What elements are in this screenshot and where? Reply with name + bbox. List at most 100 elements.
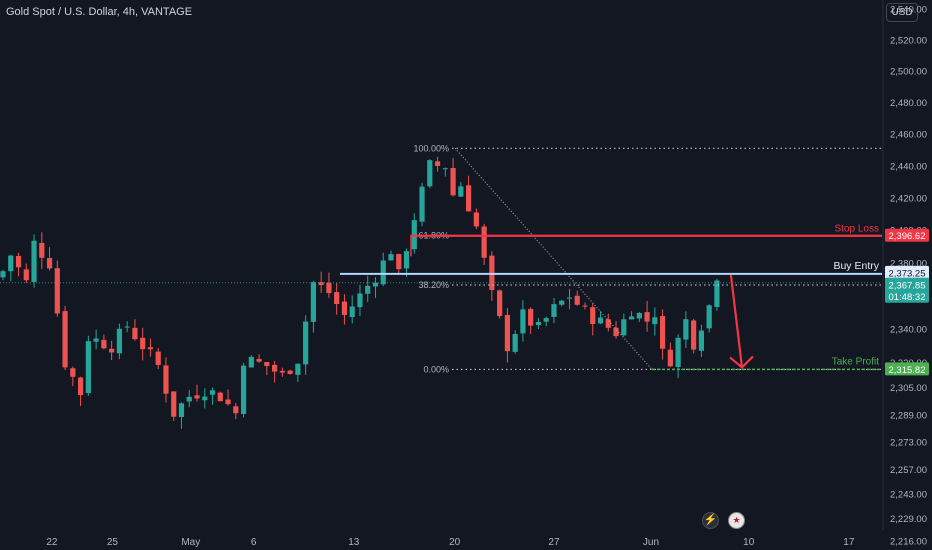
y-tick-label: 2,216.00 — [890, 537, 927, 548]
candle-body — [209, 390, 216, 395]
candle — [147, 338, 154, 357]
candle — [233, 403, 239, 420]
currency-button[interactable]: USD — [886, 3, 918, 22]
candle-body — [93, 338, 99, 342]
candle — [427, 159, 433, 189]
candle-body — [660, 316, 666, 349]
candle — [303, 315, 309, 376]
candle-body — [8, 255, 14, 272]
candle — [473, 208, 479, 230]
y-tick-label: 2,305.00 — [890, 383, 927, 394]
candle — [171, 391, 177, 422]
candle-body — [178, 403, 185, 418]
fib-trend-line — [454, 147, 653, 370]
current-price-tag-bg — [885, 277, 929, 303]
candle-body — [147, 347, 154, 350]
candle — [101, 334, 107, 350]
candle — [419, 182, 425, 227]
stop-loss-price-tag-bg — [885, 228, 929, 242]
candle — [334, 282, 340, 315]
candle-body — [163, 365, 169, 394]
buy-entry-price-tag-text: 2,373.25 — [889, 268, 926, 279]
candle — [590, 303, 596, 336]
candle — [264, 361, 270, 376]
candle — [466, 175, 472, 212]
y-tick-label: 2,460.00 — [890, 129, 927, 140]
x-tick-label: 27 — [548, 537, 560, 548]
candle — [186, 389, 192, 408]
candle — [163, 357, 169, 403]
candle-body — [411, 220, 417, 250]
candle-body — [520, 309, 526, 334]
y-tick-label: 2,520.00 — [890, 36, 927, 47]
x-tick-label: 13 — [348, 537, 360, 548]
y-tick-label: 2,420.00 — [890, 193, 927, 204]
candle-body — [427, 160, 433, 187]
candle-body — [116, 328, 122, 354]
candle — [636, 311, 642, 323]
candle-body — [473, 212, 479, 227]
candle-body — [303, 321, 309, 365]
y-tick-label: 2,229.00 — [890, 514, 927, 525]
candle — [512, 330, 518, 354]
us-flag-icon[interactable]: ★ — [728, 512, 745, 529]
candle — [85, 335, 91, 396]
candle-body — [698, 330, 704, 351]
candle — [357, 284, 363, 317]
candle-body — [287, 370, 293, 374]
candle-body — [613, 327, 619, 337]
candle — [116, 323, 122, 360]
y-tick-label: 2,289.00 — [890, 410, 927, 421]
candle — [70, 366, 76, 386]
candle — [272, 360, 278, 383]
candle — [39, 232, 45, 269]
candle-body — [380, 260, 386, 285]
bar-countdown-text: 01:48:32 — [889, 292, 926, 303]
candle — [372, 277, 379, 298]
candle-body — [644, 312, 650, 322]
candle — [434, 156, 441, 172]
candle-body — [450, 167, 456, 196]
x-tick-label: 20 — [449, 537, 461, 548]
candle — [248, 354, 254, 368]
fib-level-label: 38.20% — [418, 280, 449, 290]
x-tick-label: May — [181, 537, 200, 548]
candle — [132, 319, 138, 341]
candle-body — [225, 399, 231, 405]
candle-body — [279, 370, 285, 373]
candle — [566, 288, 573, 310]
candle — [605, 313, 611, 332]
candle-body — [597, 317, 604, 324]
y-tick-label: 2,340.00 — [890, 324, 927, 335]
candle — [140, 327, 146, 361]
candle — [644, 301, 650, 332]
candle-body — [101, 339, 107, 349]
candle — [628, 311, 635, 320]
candle — [442, 167, 448, 177]
lightning-icon[interactable]: ⚡ — [702, 512, 719, 529]
candle-body — [357, 293, 363, 308]
candle-body — [512, 333, 518, 352]
candle-body — [574, 295, 580, 305]
candle — [365, 275, 371, 303]
candle — [714, 278, 720, 311]
candle — [225, 389, 231, 406]
candle-body — [442, 168, 448, 170]
buy-entry-price-tag-bg — [885, 265, 929, 279]
candle-body — [62, 311, 68, 368]
candle — [109, 340, 115, 361]
candle — [194, 384, 200, 402]
candle — [667, 342, 673, 368]
x-tick-label: 17 — [843, 537, 855, 548]
candle-body — [652, 317, 658, 325]
y-tick-label: 2,540.00 — [890, 5, 927, 16]
candle-body — [365, 285, 371, 294]
candle-body — [295, 363, 301, 375]
candle — [582, 302, 588, 310]
candle-body — [434, 161, 441, 167]
candle-body — [543, 318, 549, 322]
candle — [683, 311, 689, 348]
candle-body — [240, 365, 247, 414]
candle-body — [46, 258, 53, 269]
